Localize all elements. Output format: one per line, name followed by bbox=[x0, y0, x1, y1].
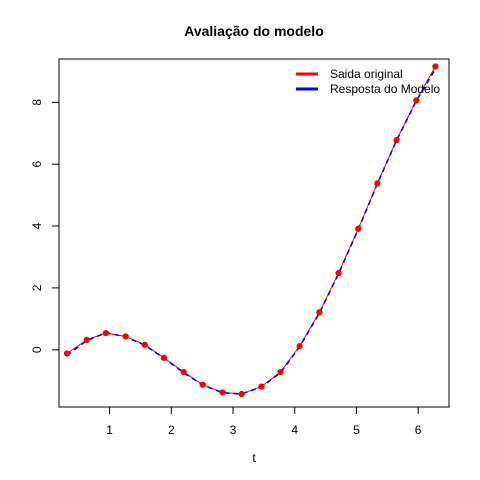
data-point-saida-original bbox=[122, 333, 129, 340]
data-point-saida-original bbox=[83, 336, 90, 343]
legend-label: Saida original bbox=[330, 67, 403, 81]
data-point-saida-original bbox=[296, 342, 303, 350]
x-tick-label: 3 bbox=[230, 423, 237, 437]
y-tick-label: 0 bbox=[30, 346, 44, 353]
data-point-saida-original bbox=[316, 309, 323, 316]
data-point-saida-original bbox=[277, 368, 284, 376]
data-point-saida-original bbox=[199, 381, 206, 388]
data-point-saida-original bbox=[374, 180, 381, 187]
data-point-saida-original bbox=[63, 350, 71, 357]
series-line-saida-original bbox=[66, 66, 436, 395]
data-point-saida-original bbox=[413, 97, 420, 104]
chart-title: Avaliação do modelo bbox=[184, 23, 324, 39]
x-tick-label: 1 bbox=[106, 423, 113, 437]
data-point-saida-original bbox=[355, 225, 362, 232]
data-point-saida-original bbox=[141, 341, 148, 348]
data-point-saida-original bbox=[219, 389, 226, 396]
data-point-saida-original bbox=[393, 136, 400, 144]
x-tick-label: 6 bbox=[415, 423, 422, 437]
data-point-saida-original bbox=[102, 329, 109, 337]
plot-frame bbox=[58, 58, 450, 408]
series-line-resposta-do-modelo bbox=[66, 68, 437, 395]
y-tick-label: 8 bbox=[30, 99, 44, 106]
legend-label: Resposta do Modelo bbox=[330, 82, 440, 96]
x-axis-label: t bbox=[252, 451, 256, 465]
x-tick-label: 2 bbox=[168, 423, 175, 437]
y-tick-label: 2 bbox=[30, 284, 44, 291]
y-tick-label: 6 bbox=[30, 161, 44, 168]
y-tick-label: 4 bbox=[30, 222, 44, 229]
data-point-saida-original bbox=[432, 63, 439, 70]
data-point-saida-original bbox=[335, 269, 342, 277]
data-point-saida-original bbox=[160, 354, 168, 361]
data-point-saida-original bbox=[238, 390, 245, 398]
data-point-saida-original bbox=[258, 383, 265, 390]
x-tick-label: 4 bbox=[291, 423, 298, 437]
x-tick-label: 5 bbox=[353, 423, 360, 437]
data-point-saida-original bbox=[180, 368, 187, 376]
series-layer bbox=[63, 63, 439, 398]
x-axis: 1 2 3 4 5 6 bbox=[106, 406, 422, 437]
y-axis: 0 2 4 6 8 bbox=[30, 99, 60, 353]
